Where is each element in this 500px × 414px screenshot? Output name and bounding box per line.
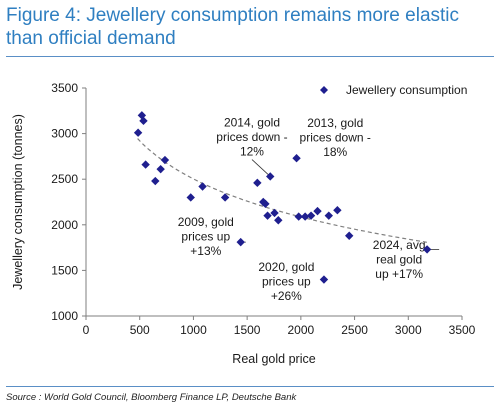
data-point: [156, 164, 165, 174]
data-point: [220, 193, 230, 202]
y-tick-label: 3500: [51, 81, 78, 95]
data-point: [319, 275, 329, 284]
data-point: [186, 193, 195, 202]
axes: 1000 1500 2000 2500 3000 3500 0 500 1000 1500 2000…: [11, 81, 476, 366]
x-tick-label: 1000: [180, 323, 207, 337]
x-tick-label: 2500: [341, 323, 368, 337]
annotation-text-line: real gold: [376, 253, 422, 267]
data-point: [198, 182, 207, 191]
data-point: [137, 111, 147, 120]
x-tick-label: 3500: [449, 323, 476, 337]
annotation-text-line: 2009, gold: [178, 215, 234, 229]
y-axis-title: Jewellery consumption (tonnes): [11, 114, 25, 290]
annotation-text-line: 2014, gold: [224, 116, 280, 130]
figure-title-line-2: than official demand: [6, 28, 176, 49]
x-tick-label: 3000: [395, 323, 422, 337]
trendline: [137, 138, 428, 243]
annotation-text-line: prices up: [181, 229, 230, 243]
figure-title-line-1: Figure 4: Jewellery consumption remains …: [6, 5, 460, 26]
annotation-text-line: +13%: [190, 244, 221, 258]
data-point: [236, 237, 245, 247]
source-divider: [6, 386, 494, 387]
figure-title: Figure 4: Jewellery consumption remains …: [6, 4, 494, 50]
title-divider: [6, 56, 494, 57]
data-point: [266, 172, 275, 181]
data-point: [261, 199, 270, 209]
annotation-text-line: 2013, gold: [307, 116, 363, 130]
trendline-group: [137, 138, 428, 243]
annotation-leader-line: [251, 159, 271, 177]
x-tick-label: 1500: [234, 323, 261, 337]
legend-label: Jewellery consumption: [346, 83, 467, 97]
data-point: [292, 154, 301, 163]
data-point: [139, 116, 148, 126]
data-point: [422, 245, 432, 254]
data-point: [253, 178, 262, 188]
annotation-text-line: prices down -: [300, 130, 371, 144]
data-point: [324, 211, 333, 220]
data-point: [133, 128, 143, 137]
legend: Jewellery consumption: [320, 83, 467, 97]
annotation-text-line: prices up: [262, 275, 311, 289]
data-point: [263, 211, 272, 220]
x-tick-label: 0: [83, 323, 90, 337]
data-point: [160, 155, 170, 165]
points-group: [133, 111, 432, 284]
annotation-text-line: up +17%: [375, 267, 423, 281]
data-point: [313, 206, 322, 216]
y-tick-label: 3000: [51, 127, 78, 141]
y-tick-label: 1500: [51, 263, 78, 277]
data-point: [274, 216, 283, 225]
data-point: [141, 160, 150, 169]
annotation-text-line: 2020, gold: [258, 260, 314, 274]
annotation-text-line: +26%: [271, 289, 302, 303]
data-point: [270, 208, 279, 218]
annotation-text-line: 12%: [240, 145, 264, 159]
annotation-text-line: 2024, avg: [373, 238, 426, 252]
x-axis-title: Real gold price: [232, 352, 315, 366]
y-tick-label: 2000: [51, 218, 78, 232]
data-point: [345, 231, 354, 240]
data-point: [306, 211, 316, 220]
source-note: Source : World Gold Council, Bloomberg F…: [6, 392, 297, 403]
data-point: [294, 212, 303, 221]
scatter-chart: 1000 1500 2000 2500 3000 3500 0 500 1000 1500 2000…: [11, 81, 476, 366]
annotation-text-line: 18%: [323, 145, 347, 159]
y-tick-label: 1000: [51, 309, 78, 323]
x-tick-label: 500: [130, 323, 150, 337]
data-point: [333, 206, 342, 215]
data-point: [151, 176, 160, 186]
data-point: [300, 212, 310, 221]
y-tick-label: 2500: [51, 172, 78, 186]
x-tick-label: 2000: [288, 323, 315, 337]
annotation-text-line: prices down -: [216, 130, 287, 144]
legend-marker: [320, 86, 328, 94]
